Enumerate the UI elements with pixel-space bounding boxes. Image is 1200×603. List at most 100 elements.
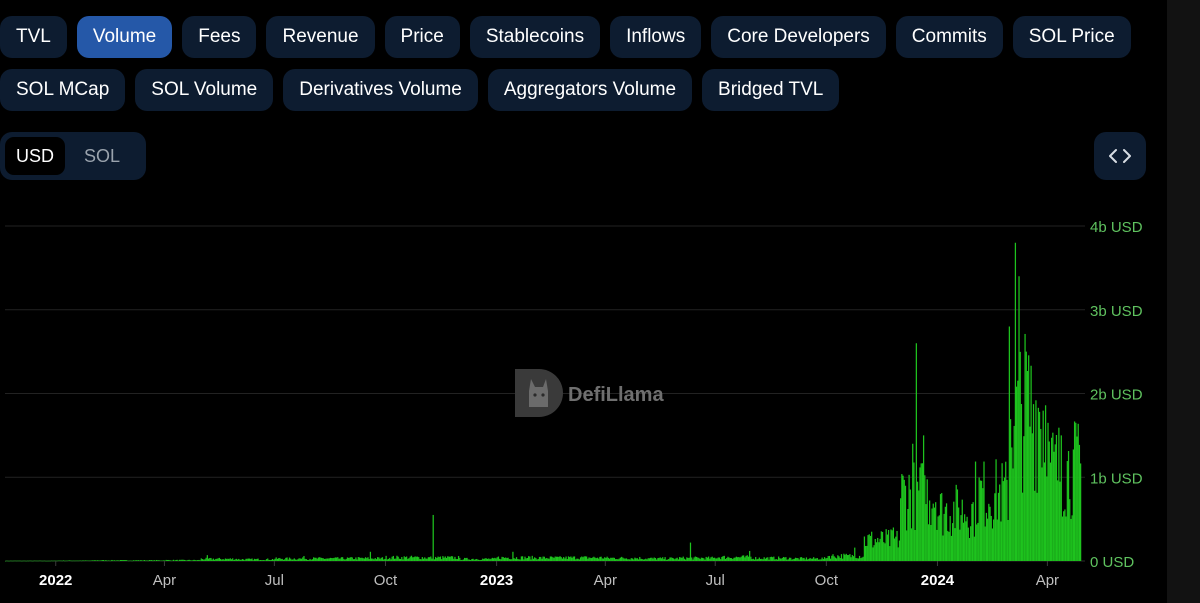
volume-bar (375, 559, 378, 561)
volume-bar (294, 559, 297, 561)
volume-bar (669, 557, 671, 561)
denomination-sol-option[interactable]: SOL (84, 146, 121, 166)
volume-bar (5, 560, 7, 562)
volume-bar (290, 558, 292, 561)
volume-bar (691, 557, 693, 561)
volume-bar (750, 556, 752, 561)
volume-bar (344, 559, 346, 561)
volume-bar (977, 522, 979, 561)
volume-bar (945, 503, 948, 561)
volume-bar (872, 547, 874, 561)
volume-bar (630, 558, 632, 561)
volume-bar (732, 559, 734, 561)
volume-bar (914, 530, 916, 561)
volume-bar (514, 558, 516, 561)
volume-bar (709, 558, 711, 561)
volume-bar (211, 559, 213, 561)
volume-bar (479, 559, 481, 561)
volume-bar (563, 557, 565, 561)
tab-sol-volume[interactable]: SOL Volume (135, 69, 274, 111)
tab-fees[interactable]: Fees (182, 16, 257, 58)
volume-bar (664, 557, 666, 561)
volume-bar (96, 560, 99, 561)
volume-bar (976, 524, 978, 561)
volume-bar (9, 560, 12, 562)
tab-sol-price[interactable]: SOL Price (1012, 16, 1131, 58)
tab-sol-mcap[interactable]: SOL MCap (0, 69, 126, 111)
volume-bar (1048, 441, 1050, 561)
volume-bar (871, 531, 873, 561)
volume-bar (785, 557, 787, 561)
volume-bar (933, 507, 936, 561)
volume-bar (485, 558, 487, 561)
volume-bar (384, 558, 386, 561)
volume-bar (599, 556, 601, 561)
tab-volume[interactable]: Volume (76, 16, 173, 58)
volume-bar (271, 559, 274, 561)
volume-bar (1031, 433, 1033, 561)
volume-bar (576, 558, 578, 561)
x-tick-label: 2024 (921, 572, 955, 589)
volume-bar (297, 559, 299, 561)
tab-bridged-tvl[interactable]: Bridged TVL (702, 69, 840, 111)
volume-bar (143, 560, 146, 561)
tab-inflows[interactable]: Inflows (610, 16, 702, 58)
volume-bar (505, 557, 507, 561)
tab-tvl[interactable]: TVL (0, 16, 67, 58)
volume-bar (851, 555, 853, 561)
volume-bar (78, 560, 80, 562)
volume-bar (590, 558, 593, 561)
volume-bar (351, 557, 353, 561)
volume-bar (308, 559, 310, 561)
volume-bar (627, 559, 629, 561)
volume-bar (1051, 437, 1053, 561)
volume-bar (567, 556, 570, 561)
volume-bar (273, 559, 275, 561)
embed-chart-button[interactable] (1094, 132, 1146, 180)
tab-revenue[interactable]: Revenue (266, 16, 375, 58)
volume-bar (706, 557, 709, 561)
volume-bar (368, 559, 370, 561)
volume-bar (378, 557, 380, 561)
tab-commits[interactable]: Commits (895, 16, 1003, 58)
tab-stablecoins[interactable]: Stablecoins (469, 16, 601, 58)
volume-bar (538, 556, 541, 561)
volume-bar (537, 558, 539, 561)
volume-bar (1077, 423, 1079, 561)
volume-bar (171, 560, 173, 562)
volume-bar (826, 558, 828, 561)
tab-price[interactable]: Price (384, 16, 460, 58)
volume-bar (836, 558, 838, 561)
volume-bar (242, 559, 245, 561)
volume-bar (654, 557, 657, 561)
volume-bar (929, 500, 931, 561)
volume-bar (800, 557, 803, 561)
volume-bar (726, 558, 728, 561)
denomination-usd-option[interactable]: USD (5, 137, 66, 175)
volume-bar (947, 530, 949, 561)
volume-bar (155, 559, 158, 561)
volume-bar (172, 559, 175, 561)
volume-bar (817, 559, 820, 561)
volume-bar (834, 557, 837, 561)
volume-bar (402, 559, 404, 561)
volume-bar (624, 558, 626, 561)
tab-derivatives-volume[interactable]: Derivatives Volume (283, 69, 478, 111)
volume-bar (159, 560, 161, 561)
volume-bar (414, 556, 416, 561)
volume-bar (678, 557, 681, 561)
volume-bar (455, 558, 457, 561)
volume-bar (40, 560, 42, 562)
volume-bar (1043, 462, 1046, 561)
volume-bar (651, 557, 653, 561)
volume-bar (415, 556, 417, 561)
volume-bar (1061, 516, 1064, 561)
tab-aggregators-volume[interactable]: Aggregators Volume (487, 69, 693, 111)
volume-bar (996, 519, 998, 561)
volume-bar (23, 560, 25, 562)
volume-bar (30, 560, 32, 562)
volume-bar (1073, 421, 1076, 561)
tab-core-developers[interactable]: Core Developers (711, 16, 886, 58)
volume-bar (83, 560, 85, 562)
volume-bar (629, 559, 631, 561)
